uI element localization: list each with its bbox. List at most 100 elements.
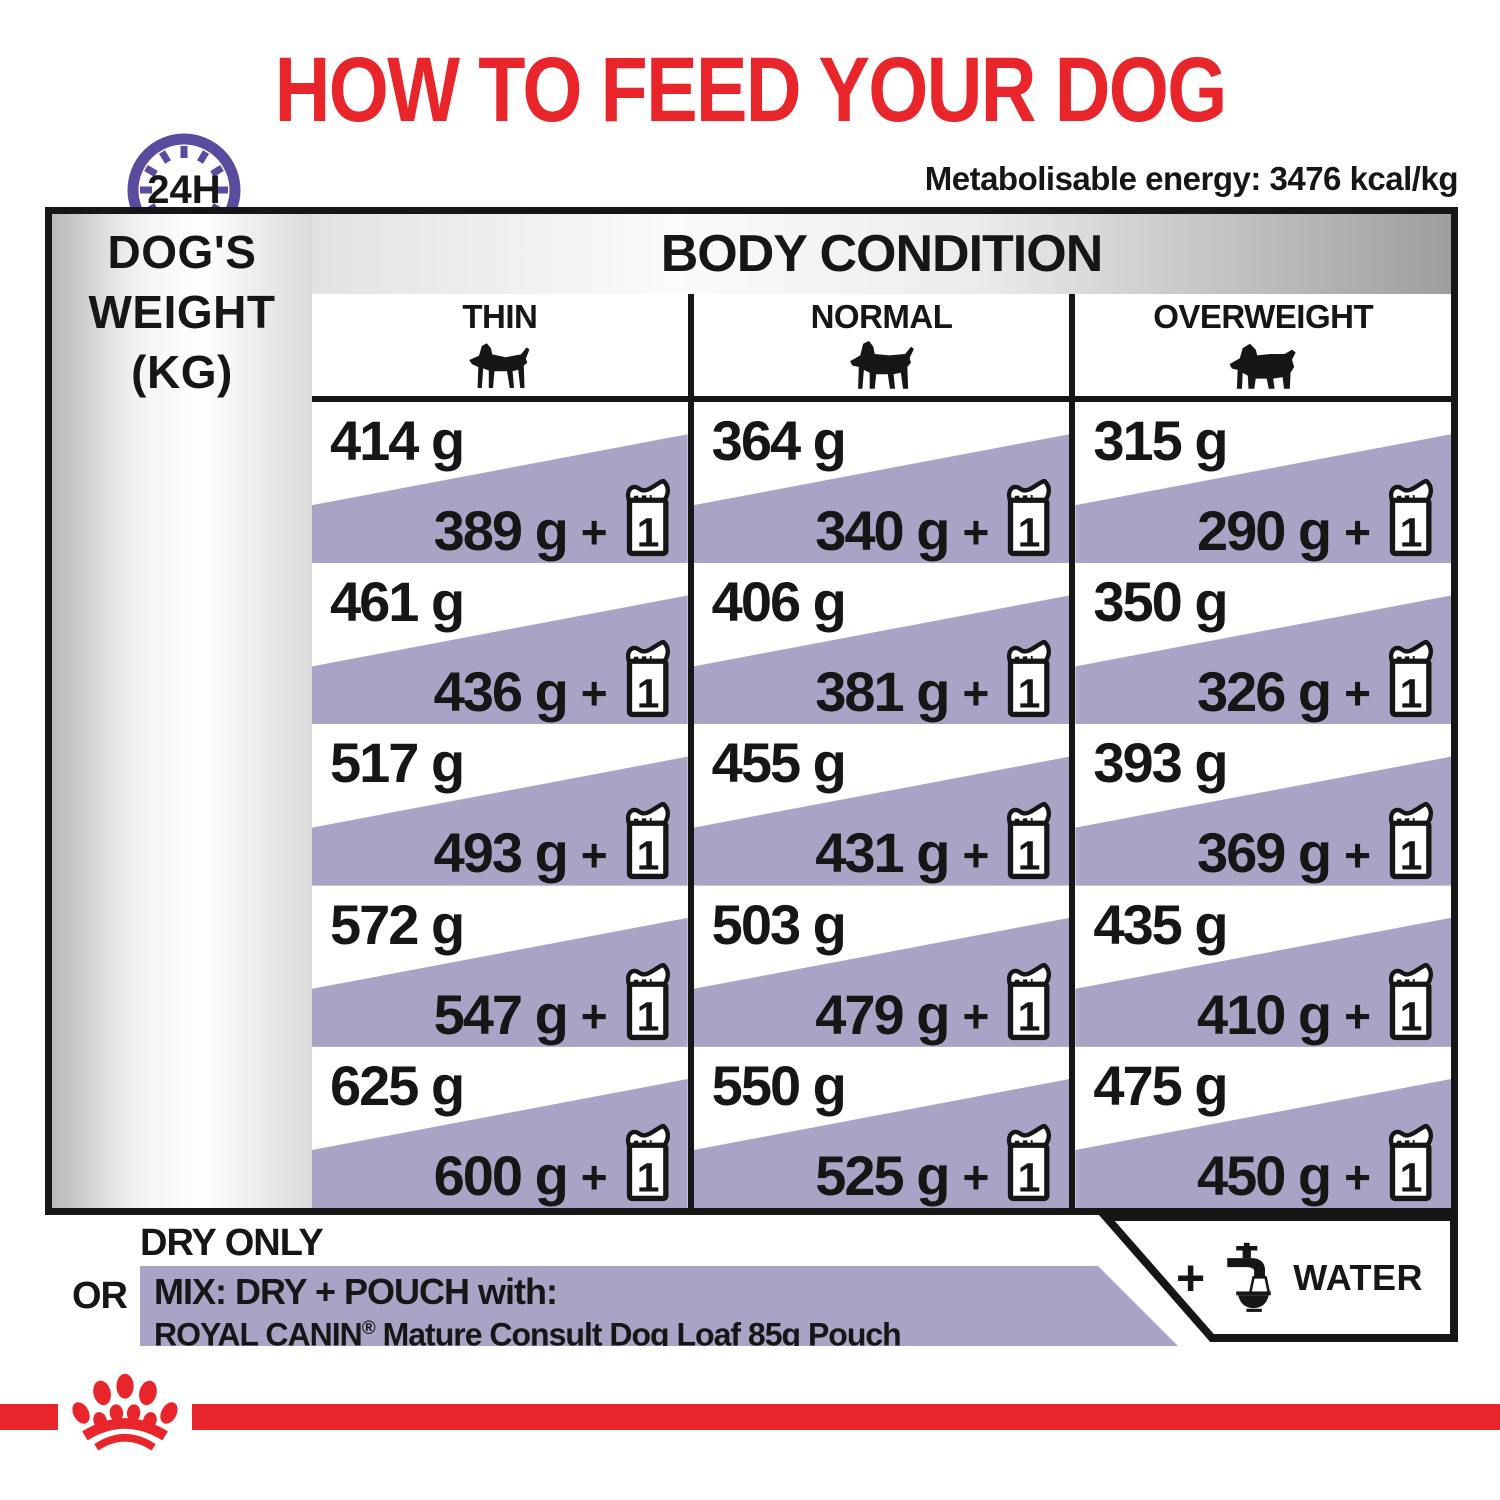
product-name: Mature Consult Dog Loaf 85g Pouch <box>374 1316 901 1353</box>
mix-amount-row: 436 g + <box>433 640 676 724</box>
feeding-table: BODY CONDITION DOG'S WEIGHT (KG) THIN NO… <box>45 207 1458 1215</box>
water-plus-sign: + <box>1176 1250 1206 1306</box>
mix-amount-row: 431 g + <box>815 802 1057 885</box>
feeding-cell: 315 g 290 g + <box>1069 402 1452 564</box>
feeding-cell: 406 g 381 g + <box>687 563 1070 725</box>
dry-amount: 503 g <box>711 892 847 956</box>
table-row: 45 625 g 600 g + 550 g 525 g + <box>52 1046 1452 1209</box>
table-rows: 26 414 g 389 g + 364 g 340 g + <box>52 402 1452 1209</box>
royal-canin-logo <box>58 1364 192 1460</box>
weight-column-background <box>52 214 312 1208</box>
feeding-cell: 517 g 493 g + <box>312 724 688 886</box>
pouch-icon <box>1385 479 1439 557</box>
pouch-icon <box>622 640 676 718</box>
mix-amount: 547 g <box>433 982 569 1046</box>
energy-note: Metabolisable energy: 3476 kcal/kg <box>924 160 1459 197</box>
mix-amount-row: 547 g + <box>433 963 676 1046</box>
pouch-icon <box>1385 802 1439 880</box>
plus-sign: + <box>580 1151 608 1204</box>
dry-amount: 435 g <box>1093 892 1228 956</box>
feeding-cell: 364 g 340 g + <box>687 402 1070 564</box>
dry-amount: 550 g <box>711 1053 847 1117</box>
plus-sign: + <box>962 506 990 559</box>
dry-amount: 625 g <box>330 1053 465 1117</box>
mix-amount: 479 g <box>815 982 950 1046</box>
plus-sign: + <box>1344 828 1372 881</box>
pouch-icon <box>622 802 676 880</box>
registered-mark: ® <box>361 1318 375 1339</box>
mix-amount: 381 g <box>815 660 950 724</box>
pouch-icon <box>1003 963 1057 1041</box>
mix-amount: 493 g <box>433 821 569 885</box>
dry-amount: 364 g <box>711 409 847 472</box>
mix-amount: 436 g <box>433 660 569 724</box>
mix-amount: 290 g <box>1196 499 1332 563</box>
mix-amount: 340 g <box>815 499 950 563</box>
plus-sign: + <box>962 989 990 1042</box>
mix-amount: 369 g <box>1196 821 1332 885</box>
mix-legend-line2: ROYAL CANIN® Mature Consult Dog Loaf 85g… <box>154 1311 1178 1353</box>
plus-sign: + <box>1344 506 1372 559</box>
dry-amount: 455 g <box>711 731 847 795</box>
dry-amount: 414 g <box>330 409 465 472</box>
table-row: 26 414 g 389 g + 364 g 340 g + <box>52 402 1452 564</box>
mix-legend-line1: MIX: DRY + POUCH with: <box>154 1271 558 1312</box>
page-title: HOW TO FEED YOUR DOG <box>274 39 1227 141</box>
body-condition-header-band: BODY CONDITION <box>312 214 1451 294</box>
mix-amount-row: 450 g + <box>1197 1124 1439 1203</box>
header-separator <box>66 396 1451 402</box>
pouch-icon <box>622 479 676 557</box>
mix-amount-row: 525 g + <box>815 1124 1057 1204</box>
weight-header-line: DOG'S <box>107 226 257 278</box>
dry-amount: 572 g <box>330 892 465 956</box>
pouch-icon <box>1385 640 1439 718</box>
plus-sign: + <box>962 828 990 881</box>
condition-subheader: THIN NORMAL OVERWEIGHT <box>312 294 1451 396</box>
mix-amount-row: 600 g + <box>433 1124 676 1207</box>
dry-amount: 350 g <box>1093 570 1228 634</box>
water-callout-box <box>1096 1211 1462 1347</box>
weight-header-line: WEIGHT <box>88 286 276 338</box>
mix-amount-row: 381 g + <box>815 640 1057 724</box>
feeding-cell: 572 g 547 g + <box>312 886 688 1047</box>
dry-amount: 461 g <box>330 570 465 634</box>
feeding-cell: 503 g 479 g + <box>687 885 1070 1047</box>
water-callout-content: + WATER <box>1176 1230 1423 1326</box>
plus-sign: + <box>1344 989 1372 1042</box>
mix-amount-row: 326 g + <box>1197 640 1439 720</box>
feeding-cell: 350 g 326 g + <box>1069 563 1452 725</box>
pouch-icon <box>1003 640 1057 718</box>
mix-amount-row: 290 g + <box>1196 479 1439 563</box>
weight-column-header: DOG'S WEIGHT (KG) <box>52 222 312 402</box>
plus-sign: + <box>962 1151 990 1204</box>
dry-amount: 393 g <box>1093 731 1228 795</box>
feeding-cell: 435 g 410 g + <box>1069 885 1452 1047</box>
feeding-cell: 393 g 369 g + <box>1069 724 1452 886</box>
crown-paw-icon <box>72 1373 178 1451</box>
table-row: 35 517 g 493 g + 455 g 431 g + <box>52 724 1452 886</box>
column-header-thin: THIN <box>312 294 688 396</box>
pouch-icon <box>1385 1124 1439 1202</box>
column-header-normal: NORMAL <box>687 294 1070 396</box>
feeding-cell: 550 g 525 g + <box>687 1046 1070 1209</box>
mix-amount-row: 369 g + <box>1196 802 1439 885</box>
mix-amount: 600 g <box>433 1143 569 1207</box>
dog-normal-icon <box>844 338 920 396</box>
brand-red-band <box>0 1404 1500 1430</box>
weight-header-line: (KG) <box>131 346 233 398</box>
body-condition-header: BODY CONDITION <box>660 225 1104 283</box>
pouch-icon <box>1385 963 1439 1041</box>
mix-amount-row: 340 g + <box>815 479 1057 563</box>
feeding-cell: 414 g 389 g + <box>312 402 688 564</box>
feeding-cell: 461 g 436 g + <box>312 563 688 725</box>
dry-amount: 406 g <box>711 570 847 634</box>
mix-amount-row: 410 g + <box>1197 963 1439 1042</box>
mix-amount-row: 479 g + <box>815 963 1057 1046</box>
pouch-icon <box>622 963 676 1041</box>
water-label: WATER <box>1293 1257 1424 1298</box>
mix-amount: 431 g <box>815 821 950 885</box>
mix-amount-row: 389 g + <box>434 479 676 559</box>
mix-amount-row: 493 g + <box>433 802 676 885</box>
feeding-cell: 455 g 431 g + <box>687 724 1070 886</box>
plus-sign: + <box>580 506 608 559</box>
